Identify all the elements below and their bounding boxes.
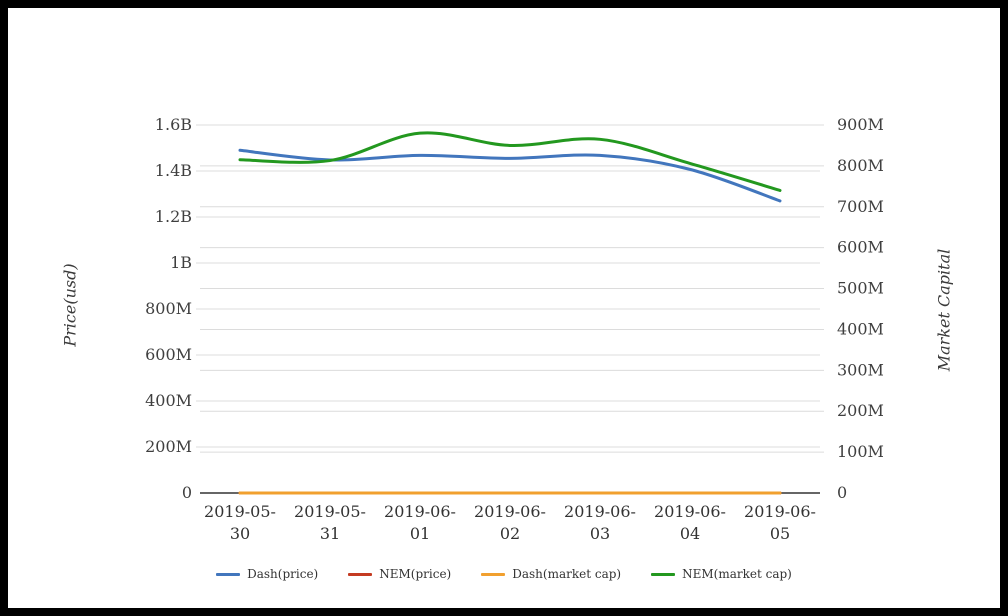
right-axis-tick-label: 300M xyxy=(837,360,884,379)
right-axis-tick-label: 200M xyxy=(837,401,884,420)
right-axis-tick-label: 100M xyxy=(837,442,884,461)
legend-swatch-icon xyxy=(348,572,373,576)
legend-label: NEM(price) xyxy=(379,567,452,581)
x-axis-tick-label: 2019-06-01 xyxy=(384,502,456,543)
legend-label: Dash(market cap) xyxy=(512,567,622,581)
left-axis-tick-label: 400M xyxy=(145,391,192,410)
left-axis-tick-label: 200M xyxy=(145,437,192,456)
legend-swatch-icon xyxy=(216,572,241,576)
x-axis-tick-label: 2019-05-30 xyxy=(204,502,276,543)
series-line-dash-price xyxy=(238,148,782,203)
right-axis-tick-label: 500M xyxy=(837,279,884,298)
right-axis-tick-label: 700M xyxy=(837,197,884,216)
legend-item-nem-market-cap[interactable]: NEM(market cap) xyxy=(651,567,792,581)
left-axis-tick-label: 1.2B xyxy=(155,207,192,226)
x-axis-tick-label: 2019-06-02 xyxy=(474,502,546,543)
right-axis-tick-label: 800M xyxy=(837,156,884,175)
legend-swatch-icon xyxy=(651,572,676,576)
x-axis-tick-label: 2019-06-05 xyxy=(744,502,816,543)
right-axis-tick-label: 900M xyxy=(837,115,884,134)
x-axis-tick-label: 2019-06-03 xyxy=(564,502,636,543)
legend-item-dash-price[interactable]: Dash(price) xyxy=(216,567,318,581)
left-axis-tick-label: 1.6B xyxy=(155,115,192,134)
chart-page: Price(usd) Market Capital 0 200M 400M 600M 8… xyxy=(8,8,1000,608)
right-axis-tick-label: 0 xyxy=(837,483,847,502)
legend-item-dash-market-cap[interactable]: Dash(market cap) xyxy=(481,567,621,581)
line-chart-canvas: 0 200M 400M 600M 800M 1B 1.2B 1.4B 1.6B 0 100M 200M… xyxy=(145,115,884,543)
legend-label: Dash(price) xyxy=(247,567,319,581)
right-axis-tick-label: 400M xyxy=(837,319,884,338)
legend-item-nem-price[interactable]: NEM(price) xyxy=(348,567,451,581)
chart-legend: Dash(price) NEM(price) Dash(market cap) NEM… xyxy=(8,564,1000,584)
left-axis-tick-label: 800M xyxy=(145,299,192,318)
right-axis-tick-label: 600M xyxy=(837,238,884,257)
legend-swatch-icon xyxy=(481,572,506,576)
left-axis-tick-label: 1.4B xyxy=(155,161,192,180)
x-axis-tick-label: 2019-06-04 xyxy=(654,502,726,543)
left-axis-tick-label: 1B xyxy=(170,253,192,272)
legend-label: NEM(market cap) xyxy=(682,567,792,581)
left-axis-tick-label: 0 xyxy=(182,483,192,502)
series-line-nem-market-cap xyxy=(238,131,782,192)
left-axis-tick-label: 600M xyxy=(145,345,192,364)
x-axis-tick-label: 2019-05-31 xyxy=(294,502,366,543)
